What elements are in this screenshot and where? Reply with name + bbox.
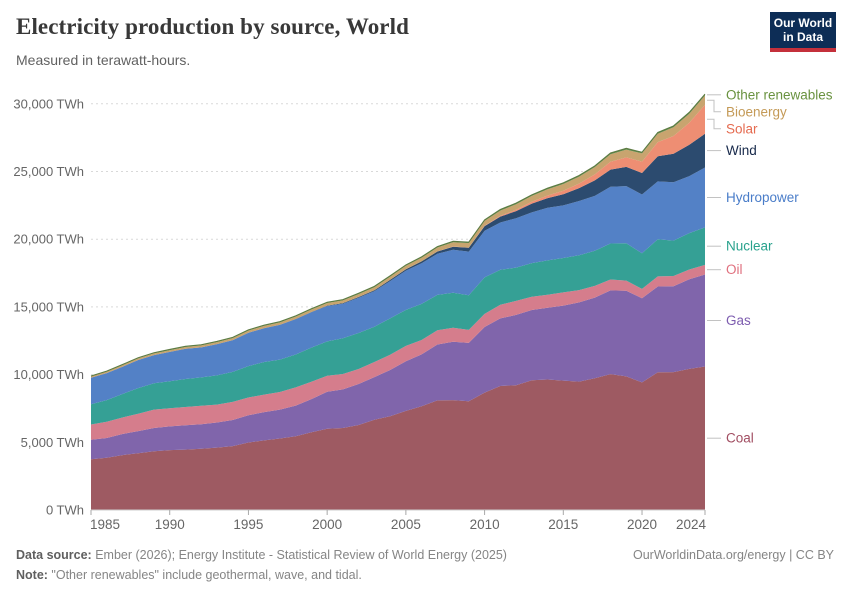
area-oil[interactable]	[91, 264, 705, 440]
footer-note-line: Note: "Other renewables" include geother…	[16, 568, 834, 582]
footer-attribution-link[interactable]: OurWorldinData.org/energy | CC BY	[632, 548, 834, 562]
area-gas[interactable]	[91, 274, 705, 460]
footer-note-text: "Other renewables" include geothermal, w…	[47, 568, 362, 582]
page-title: Electricity production by source, World	[16, 14, 409, 39]
page-subtitle: Measured in terawatt-hours.	[16, 52, 191, 68]
legend-label-hydropower[interactable]: Hydropower	[726, 190, 799, 205]
legend-label-gas[interactable]: Gas	[726, 313, 751, 328]
y-axis-label-30000: 30,000 TWh	[13, 96, 84, 111]
legend-label-bioenergy[interactable]: Bioenergy	[726, 104, 787, 119]
data-source-line: Data source: Ember (2026); Energy Instit…	[16, 548, 507, 562]
y-axis-label-5000: 5,000 TWh	[21, 435, 84, 450]
legend-label-other-renewables[interactable]: Other renewables	[726, 87, 833, 102]
x-axis-label-1990: 1990	[155, 517, 185, 532]
y-axis-label-0: 0 TWh	[46, 503, 84, 518]
stacked-area-chart[interactable]: 0 TWh 5,000 TWh 10,000 TWh 15,000 TWh 20,000…	[0, 70, 850, 540]
x-axis-label-2000: 2000	[312, 517, 342, 532]
legend-connector-solar	[707, 118, 721, 130]
owid-logo-line1: Our World	[773, 16, 833, 30]
owid-logo[interactable]: Our World in Data	[770, 12, 836, 52]
legend-label-solar[interactable]: Solar	[726, 121, 758, 136]
footer-note-label: Note:	[16, 568, 48, 582]
owid-logo-line2: in Data	[782, 30, 823, 44]
x-axis-label-2020: 2020	[627, 517, 657, 532]
page-footer: Data source: Ember (2026); Energy Instit…	[16, 548, 834, 582]
x-axis-label-2010: 2010	[470, 517, 500, 532]
legend-label-coal[interactable]: Coal	[726, 431, 754, 446]
x-axis-label-1985: 1985	[90, 517, 120, 532]
data-source-text: Ember (2026); Energy Institute - Statist…	[91, 548, 507, 562]
stack-top-outline	[90, 93, 706, 377]
legend-connector-bioenergy	[707, 99, 721, 113]
x-axis-label-2015: 2015	[548, 517, 578, 532]
area-hydropower[interactable]	[91, 167, 705, 405]
y-axis-label-10000: 10,000 TWh	[13, 367, 84, 382]
x-axis-label-1995: 1995	[233, 517, 263, 532]
x-axis-label-2005: 2005	[391, 517, 421, 532]
legend-label-oil[interactable]: Oil	[726, 262, 743, 277]
area-coal[interactable]	[91, 366, 705, 511]
owid-logo-accent-stripe	[770, 48, 836, 52]
y-axis-label-25000: 25,000 TWh	[13, 164, 84, 179]
x-axis-label-2024: 2024	[676, 517, 707, 532]
legend-label-wind[interactable]: Wind	[726, 143, 757, 158]
y-axis-label-20000: 20,000 TWh	[13, 232, 84, 247]
legend-label-nuclear[interactable]: Nuclear	[726, 239, 773, 254]
y-axis-label-15000: 15,000 TWh	[13, 299, 84, 314]
data-source-label: Data source:	[16, 548, 92, 562]
area-nuclear[interactable]	[91, 227, 705, 425]
